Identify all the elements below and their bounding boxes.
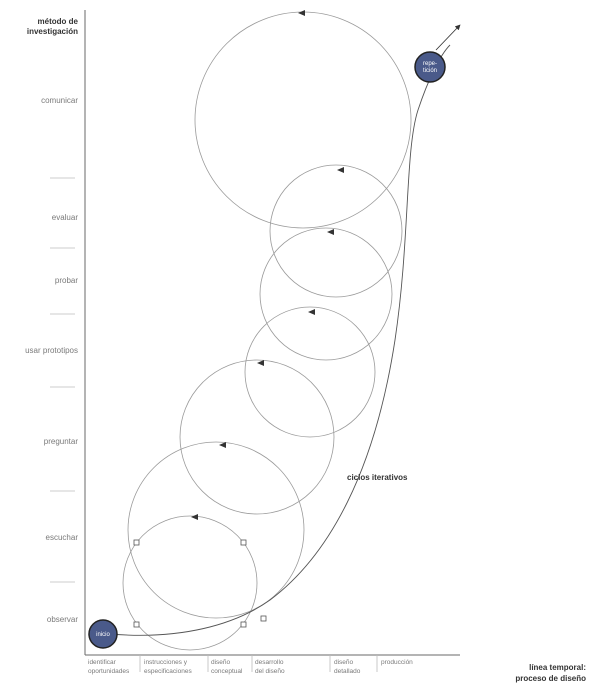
marker-square (133, 621, 140, 628)
cycle-circle-6 (269, 164, 403, 298)
y-axis-title-line2: investigación (27, 27, 78, 36)
end-node: repe- tición (414, 51, 446, 83)
cycle-arrow-4 (308, 309, 315, 315)
marker-square (240, 539, 247, 546)
cycle-arrow-7 (298, 10, 305, 16)
y-level-comunicar: comunicar (41, 96, 78, 105)
annotation-ciclos-iterativos: ciclos iterativos (347, 473, 408, 482)
end-node-label-line2: tición (423, 68, 437, 74)
y-level-preguntar: preguntar (44, 437, 79, 446)
progress-curve (109, 44, 451, 636)
cycle-circle-1 (122, 515, 258, 651)
x-phase-3-line1: desarrollo (255, 659, 284, 666)
exit-arrow (435, 24, 461, 51)
cycle-circle-2 (127, 441, 305, 619)
x-phase-4-line2: detallado (334, 668, 361, 675)
cycle-arrow-3 (257, 360, 264, 366)
y-level-observar: observar (47, 615, 78, 624)
y-level-usar-prototipos: usar prototipos (25, 346, 78, 355)
cycle-circle-3 (179, 359, 335, 515)
marker-square (260, 615, 267, 622)
y-level-escuchar: escuchar (46, 533, 79, 542)
cycle-arrow-2 (219, 442, 226, 448)
cycle-circle-7 (194, 11, 412, 229)
y-axis-title-line1: método de (38, 17, 79, 26)
x-phase-0-line2: oportunidades (88, 668, 130, 675)
cycle-circle-4 (244, 306, 376, 438)
x-phase-1-line2: especificaciones (144, 668, 192, 675)
cycle-arrow-6 (337, 167, 344, 173)
cycle-circle-5 (259, 227, 393, 361)
x-phase-5-line1: producción (381, 659, 413, 666)
x-phase-2-line2: conceptual (211, 668, 243, 675)
x-phase-0-line1: identificar (88, 659, 117, 666)
cycle-arrow-5 (327, 229, 334, 235)
end-node-label-line1: repe- (423, 61, 437, 67)
x-phase-4-line1: diseño (334, 659, 354, 666)
start-node-label: inicio (96, 632, 110, 638)
y-level-probar: probar (55, 276, 78, 285)
marker-square (240, 621, 247, 628)
x-phase-3-line2: del diseño (255, 668, 285, 675)
cycle-arrow-1 (191, 514, 198, 520)
x-phase-1-line1: instrucciones y (144, 659, 188, 666)
x-phase-2-line1: diseño (211, 659, 231, 666)
start-node: inicio (88, 619, 118, 649)
marker-square (133, 539, 140, 546)
x-axis-title-line1: línea temporal: (529, 663, 586, 672)
y-level-evaluar: evaluar (52, 213, 79, 222)
x-axis-title-line2: proceso de diseño (515, 674, 586, 683)
